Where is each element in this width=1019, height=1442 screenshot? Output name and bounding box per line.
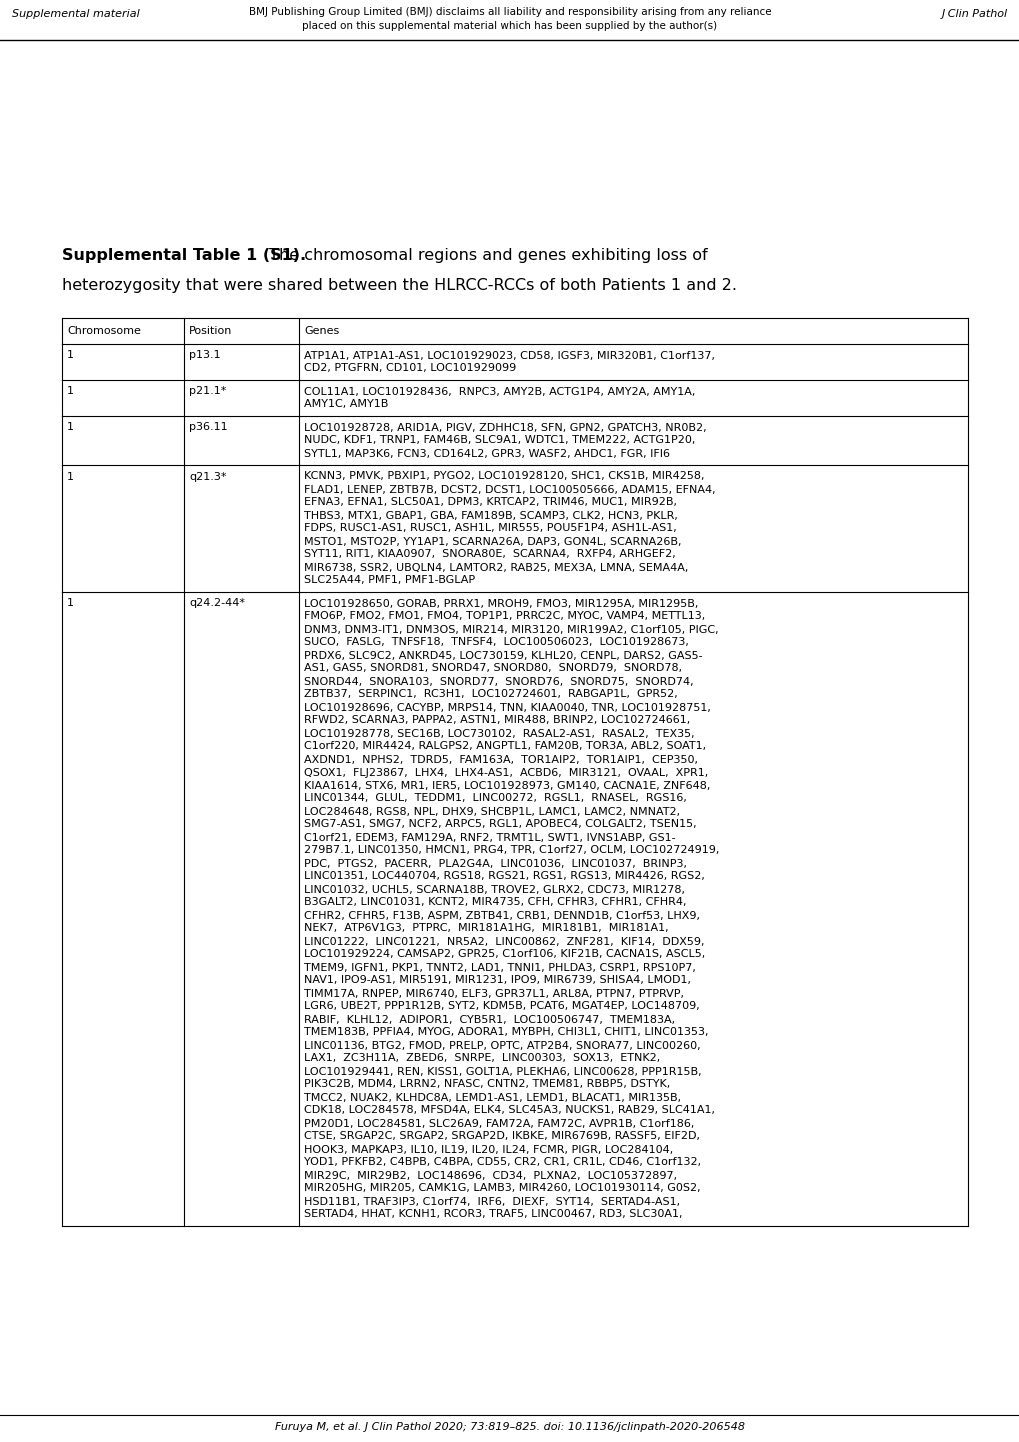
- Text: ATP1A1, ATP1A1-AS1, LOC101929023, CD58, IGSF3, MIR320B1, C1orf137,: ATP1A1, ATP1A1-AS1, LOC101929023, CD58, …: [304, 350, 714, 360]
- Text: SYT11, RIT1, KIAA0907,  SNORA80E,  SCARNA4,  RXFP4, ARHGEF2,: SYT11, RIT1, KIAA0907, SNORA80E, SCARNA4…: [304, 549, 676, 559]
- Text: AS1, GAS5, SNORD81, SNORD47, SNORD80,  SNORD79,  SNORD78,: AS1, GAS5, SNORD81, SNORD47, SNORD80, SN…: [304, 663, 682, 673]
- Text: p21.1*: p21.1*: [189, 386, 226, 397]
- Text: TIMM17A, RNPEP, MIR6740, ELF3, GPR37L1, ARL8A, PTPN7, PTPRVP,: TIMM17A, RNPEP, MIR6740, ELF3, GPR37L1, …: [304, 989, 684, 998]
- Text: SLC25A44, PMF1, PMF1-BGLAP: SLC25A44, PMF1, PMF1-BGLAP: [304, 575, 475, 585]
- Text: LOC101929224, CAMSAP2, GPR25, C1orf106, KIF21B, CACNA1S, ASCL5,: LOC101929224, CAMSAP2, GPR25, C1orf106, …: [304, 949, 704, 959]
- Text: MIR29C,  MIR29B2,  LOC148696,  CD34,  PLXNA2,  LOC105372897,: MIR29C, MIR29B2, LOC148696, CD34, PLXNA2…: [304, 1171, 677, 1181]
- Text: SNORD44,  SNORA103,  SNORD77,  SNORD76,  SNORD75,  SNORD74,: SNORD44, SNORA103, SNORD77, SNORD76, SNO…: [304, 676, 693, 686]
- Text: LINC01344,  GLUL,  TEDDM1,  LINC00272,  RGSL1,  RNASEL,  RGS16,: LINC01344, GLUL, TEDDM1, LINC00272, RGSL…: [304, 793, 686, 803]
- Text: ZBTB37,  SERPINC1,  RC3H1,  LOC102724601,  RABGAP1L,  GPR52,: ZBTB37, SERPINC1, RC3H1, LOC102724601, R…: [304, 689, 677, 699]
- Text: J Clin Pathol: J Clin Pathol: [941, 9, 1007, 19]
- Text: Chromosome: Chromosome: [67, 326, 141, 336]
- Text: TMCC2, NUAK2, KLHDC8A, LEMD1-AS1, LEMD1, BLACAT1, MIR135B,: TMCC2, NUAK2, KLHDC8A, LEMD1-AS1, LEMD1,…: [304, 1093, 681, 1103]
- Text: HOOK3, MAPKAP3, IL10, IL19, IL20, IL24, FCMR, PIGR, LOC284104,: HOOK3, MAPKAP3, IL10, IL19, IL20, IL24, …: [304, 1145, 673, 1155]
- Text: LINC01032, UCHL5, SCARNA18B, TROVE2, GLRX2, CDC73, MIR1278,: LINC01032, UCHL5, SCARNA18B, TROVE2, GLR…: [304, 884, 685, 894]
- Text: FMO6P, FMO2, FMO1, FMO4, TOP1P1, PRRC2C, MYOC, VAMP4, METTL13,: FMO6P, FMO2, FMO1, FMO4, TOP1P1, PRRC2C,…: [304, 611, 704, 622]
- Text: LOC101928778, SEC16B, LOC730102,  RASAL2-AS1,  RASAL2,  TEX35,: LOC101928778, SEC16B, LOC730102, RASAL2-…: [304, 728, 694, 738]
- Text: LINC01351, LOC440704, RGS18, RGS21, RGS1, RGS13, MIR4426, RGS2,: LINC01351, LOC440704, RGS18, RGS21, RGS1…: [304, 871, 704, 881]
- Text: CTSE, SRGAP2C, SRGAP2, SRGAP2D, IKBKE, MIR6769B, RASSF5, EIF2D,: CTSE, SRGAP2C, SRGAP2, SRGAP2D, IKBKE, M…: [304, 1132, 699, 1142]
- Text: 1: 1: [67, 386, 74, 397]
- Text: BMJ Publishing Group Limited (BMJ) disclaims all liability and responsibility ar: BMJ Publishing Group Limited (BMJ) discl…: [249, 7, 770, 17]
- Text: Position: Position: [189, 326, 232, 336]
- Text: 1: 1: [67, 423, 74, 433]
- Text: KCNN3, PMVK, PBXIP1, PYGO2, LOC101928120, SHC1, CKS1B, MIR4258,: KCNN3, PMVK, PBXIP1, PYGO2, LOC101928120…: [304, 472, 704, 482]
- Text: EFNA3, EFNA1, SLC50A1, DPM3, KRTCAP2, TRIM46, MUC1, MIR92B,: EFNA3, EFNA1, SLC50A1, DPM3, KRTCAP2, TR…: [304, 497, 677, 508]
- Text: HSD11B1, TRAF3IP3, C1orf74,  IRF6,  DIEXF,  SYT14,  SERTAD4-AS1,: HSD11B1, TRAF3IP3, C1orf74, IRF6, DIEXF,…: [304, 1197, 680, 1207]
- Text: 1: 1: [67, 472, 74, 482]
- Text: B3GALT2, LINC01031, KCNT2, MIR4735, CFH, CFHR3, CFHR1, CFHR4,: B3GALT2, LINC01031, KCNT2, MIR4735, CFH,…: [304, 897, 686, 907]
- Text: heterozygosity that were shared between the HLRCC-RCCs of both Patients 1 and 2.: heterozygosity that were shared between …: [62, 278, 737, 293]
- Text: placed on this supplemental material which has been supplied by the author(s): placed on this supplemental material whi…: [303, 22, 716, 30]
- Text: PM20D1, LOC284581, SLC26A9, FAM72A, FAM72C, AVPR1B, C1orf186,: PM20D1, LOC284581, SLC26A9, FAM72A, FAM7…: [304, 1119, 694, 1129]
- Text: C1orf21, EDEM3, FAM129A, RNF2, TRMT1L, SWT1, IVNS1ABP, GS1-: C1orf21, EDEM3, FAM129A, RNF2, TRMT1L, S…: [304, 832, 675, 842]
- Text: The chromosomal regions and genes exhibiting loss of: The chromosomal regions and genes exhibi…: [264, 248, 707, 262]
- Text: SYTL1, MAP3K6, FCN3, CD164L2, GPR3, WASF2, AHDC1, FGR, IFI6: SYTL1, MAP3K6, FCN3, CD164L2, GPR3, WASF…: [304, 448, 669, 459]
- Text: SUCO,  FASLG,  TNFSF18,  TNFSF4,  LOC100506023,  LOC101928673,: SUCO, FASLG, TNFSF18, TNFSF4, LOC1005060…: [304, 637, 688, 647]
- Text: LINC01222,  LINC01221,  NR5A2,  LINC00862,  ZNF281,  KIF14,  DDX59,: LINC01222, LINC01221, NR5A2, LINC00862, …: [304, 936, 704, 946]
- Text: CFHR2, CFHR5, F13B, ASPM, ZBTB41, CRB1, DENND1B, C1orf53, LHX9,: CFHR2, CFHR5, F13B, ASPM, ZBTB41, CRB1, …: [304, 910, 699, 920]
- Text: AXDND1,  NPHS2,  TDRD5,  FAM163A,  TOR1AIP2,  TOR1AIP1,  CEP350,: AXDND1, NPHS2, TDRD5, FAM163A, TOR1AIP2,…: [304, 754, 697, 764]
- Text: Supplemental material: Supplemental material: [12, 9, 140, 19]
- Text: AMY1C, AMY1B: AMY1C, AMY1B: [304, 399, 388, 410]
- Text: q24.2-44*: q24.2-44*: [189, 598, 245, 609]
- Text: LOC101928650, GORAB, PRRX1, MROH9, FMO3, MIR1295A, MIR1295B,: LOC101928650, GORAB, PRRX1, MROH9, FMO3,…: [304, 598, 698, 609]
- Text: NEK7,  ATP6V1G3,  PTPRC,  MIR181A1HG,  MIR181B1,  MIR181A1,: NEK7, ATP6V1G3, PTPRC, MIR181A1HG, MIR18…: [304, 923, 668, 933]
- Text: 279B7.1, LINC01350, HMCN1, PRG4, TPR, C1orf27, OCLM, LOC102724919,: 279B7.1, LINC01350, HMCN1, PRG4, TPR, C1…: [304, 845, 718, 855]
- Text: LAX1,  ZC3H11A,  ZBED6,  SNRPE,  LINC00303,  SOX13,  ETNK2,: LAX1, ZC3H11A, ZBED6, SNRPE, LINC00303, …: [304, 1054, 659, 1064]
- Text: PIK3C2B, MDM4, LRRN2, NFASC, CNTN2, TMEM81, RBBP5, DSTYK,: PIK3C2B, MDM4, LRRN2, NFASC, CNTN2, TMEM…: [304, 1080, 669, 1090]
- Text: Genes: Genes: [304, 326, 339, 336]
- Text: CDK18, LOC284578, MFSD4A, ELK4, SLC45A3, NUCKS1, RAB29, SLC41A1,: CDK18, LOC284578, MFSD4A, ELK4, SLC45A3,…: [304, 1106, 714, 1116]
- Text: LINC01136, BTG2, FMOD, PRELP, OPTC, ATP2B4, SNORA77, LINC00260,: LINC01136, BTG2, FMOD, PRELP, OPTC, ATP2…: [304, 1041, 700, 1051]
- Text: TMEM9, IGFN1, PKP1, TNNT2, LAD1, TNNI1, PHLDA3, CSRP1, RPS10P7,: TMEM9, IGFN1, PKP1, TNNT2, LAD1, TNNI1, …: [304, 962, 695, 972]
- Text: QSOX1,  FLJ23867,  LHX4,  LHX4-AS1,  ACBD6,  MIR3121,  OVAAL,  XPR1,: QSOX1, FLJ23867, LHX4, LHX4-AS1, ACBD6, …: [304, 767, 707, 777]
- Text: SMG7-AS1, SMG7, NCF2, ARPC5, RGL1, APOBEC4, COLGALT2, TSEN15,: SMG7-AS1, SMG7, NCF2, ARPC5, RGL1, APOBE…: [304, 819, 696, 829]
- Text: q21.3*: q21.3*: [189, 472, 226, 482]
- Text: COL11A1, LOC101928436,  RNPC3, AMY2B, ACTG1P4, AMY2A, AMY1A,: COL11A1, LOC101928436, RNPC3, AMY2B, ACT…: [304, 386, 695, 397]
- Text: C1orf220, MIR4424, RALGPS2, ANGPTL1, FAM20B, TOR3A, ABL2, SOAT1,: C1orf220, MIR4424, RALGPS2, ANGPTL1, FAM…: [304, 741, 705, 751]
- Text: 1: 1: [67, 350, 74, 360]
- Text: LOC101928696, CACYBP, MRPS14, TNN, KIAA0040, TNR, LOC101928751,: LOC101928696, CACYBP, MRPS14, TNN, KIAA0…: [304, 702, 710, 712]
- Text: THBS3, MTX1, GBAP1, GBA, FAM189B, SCAMP3, CLK2, HCN3, PKLR,: THBS3, MTX1, GBAP1, GBA, FAM189B, SCAMP3…: [304, 510, 678, 521]
- Text: PRDX6, SLC9C2, ANKRD45, LOC730159, KLHL20, CENPL, DARS2, GAS5-: PRDX6, SLC9C2, ANKRD45, LOC730159, KLHL2…: [304, 650, 702, 660]
- Text: NAV1, IPO9-AS1, MIR5191, MIR1231, IPO9, MIR6739, SHISA4, LMOD1,: NAV1, IPO9-AS1, MIR5191, MIR1231, IPO9, …: [304, 975, 690, 985]
- Text: MIR6738, SSR2, UBQLN4, LAMTOR2, RAB25, MEX3A, LMNA, SEMA4A,: MIR6738, SSR2, UBQLN4, LAMTOR2, RAB25, M…: [304, 562, 688, 572]
- Text: PDC,  PTGS2,  PACERR,  PLA2G4A,  LINC01036,  LINC01037,  BRINP3,: PDC, PTGS2, PACERR, PLA2G4A, LINC01036, …: [304, 858, 687, 868]
- Text: NUDC, KDF1, TRNP1, FAM46B, SLC9A1, WDTC1, TMEM222, ACTG1P20,: NUDC, KDF1, TRNP1, FAM46B, SLC9A1, WDTC1…: [304, 435, 695, 446]
- Text: LOC101928728, ARID1A, PIGV, ZDHHC18, SFN, GPN2, GPATCH3, NR0B2,: LOC101928728, ARID1A, PIGV, ZDHHC18, SFN…: [304, 423, 706, 433]
- Text: YOD1, PFKFB2, C4BPB, C4BPA, CD55, CR2, CR1, CR1L, CD46, C1orf132,: YOD1, PFKFB2, C4BPB, C4BPA, CD55, CR2, C…: [304, 1158, 700, 1168]
- Text: MIR205HG, MIR205, CAMK1G, LAMB3, MIR4260, LOC101930114, G0S2,: MIR205HG, MIR205, CAMK1G, LAMB3, MIR4260…: [304, 1184, 700, 1194]
- Text: p36.11: p36.11: [189, 423, 227, 433]
- Text: TMEM183B, PPFIA4, MYOG, ADORA1, MYBPH, CHI3L1, CHIT1, LINC01353,: TMEM183B, PPFIA4, MYOG, ADORA1, MYBPH, C…: [304, 1028, 708, 1037]
- Text: KIAA1614, STX6, MR1, IER5, LOC101928973, GM140, CACNA1E, ZNF648,: KIAA1614, STX6, MR1, IER5, LOC101928973,…: [304, 780, 709, 790]
- Text: CD2, PTGFRN, CD101, LOC101929099: CD2, PTGFRN, CD101, LOC101929099: [304, 363, 516, 373]
- Text: p13.1: p13.1: [189, 350, 220, 360]
- Text: SERTAD4, HHAT, KCNH1, RCOR3, TRAF5, LINC00467, RD3, SLC30A1,: SERTAD4, HHAT, KCNH1, RCOR3, TRAF5, LINC…: [304, 1210, 682, 1220]
- Text: LGR6, UBE2T, PPP1R12B, SYT2, KDM5B, PCAT6, MGAT4EP, LOC148709,: LGR6, UBE2T, PPP1R12B, SYT2, KDM5B, PCAT…: [304, 1002, 699, 1011]
- Text: LOC284648, RGS8, NPL, DHX9, SHCBP1L, LAMC1, LAMC2, NMNAT2,: LOC284648, RGS8, NPL, DHX9, SHCBP1L, LAM…: [304, 806, 680, 816]
- Text: Furuya M, et al. J Clin Pathol 2020; 73:819–825. doi: 10.1136/jclinpath-2020-206: Furuya M, et al. J Clin Pathol 2020; 73:…: [275, 1422, 744, 1432]
- Text: MSTO1, MSTO2P, YY1AP1, SCARNA26A, DAP3, GON4L, SCARNA26B,: MSTO1, MSTO2P, YY1AP1, SCARNA26A, DAP3, …: [304, 536, 681, 547]
- Text: FDPS, RUSC1-AS1, RUSC1, ASH1L, MIR555, POU5F1P4, ASH1L-AS1,: FDPS, RUSC1-AS1, RUSC1, ASH1L, MIR555, P…: [304, 523, 676, 534]
- Text: 1: 1: [67, 598, 74, 609]
- Text: Supplemental Table 1 (S1).: Supplemental Table 1 (S1).: [62, 248, 306, 262]
- Text: DNM3, DNM3-IT1, DNM3OS, MIR214, MIR3120, MIR199A2, C1orf105, PIGC,: DNM3, DNM3-IT1, DNM3OS, MIR214, MIR3120,…: [304, 624, 718, 634]
- Text: LOC101929441, REN, KISS1, GOLT1A, PLEKHA6, LINC00628, PPP1R15B,: LOC101929441, REN, KISS1, GOLT1A, PLEKHA…: [304, 1067, 701, 1077]
- Text: RABIF,  KLHL12,  ADIPOR1,  CYB5R1,  LOC100506747,  TMEM183A,: RABIF, KLHL12, ADIPOR1, CYB5R1, LOC10050…: [304, 1015, 675, 1024]
- Text: FLAD1, LENEP, ZBTB7B, DCST2, DCST1, LOC100505666, ADAM15, EFNA4,: FLAD1, LENEP, ZBTB7B, DCST2, DCST1, LOC1…: [304, 485, 715, 495]
- Text: RFWD2, SCARNA3, PAPPA2, ASTN1, MIR488, BRINP2, LOC102724661,: RFWD2, SCARNA3, PAPPA2, ASTN1, MIR488, B…: [304, 715, 690, 725]
